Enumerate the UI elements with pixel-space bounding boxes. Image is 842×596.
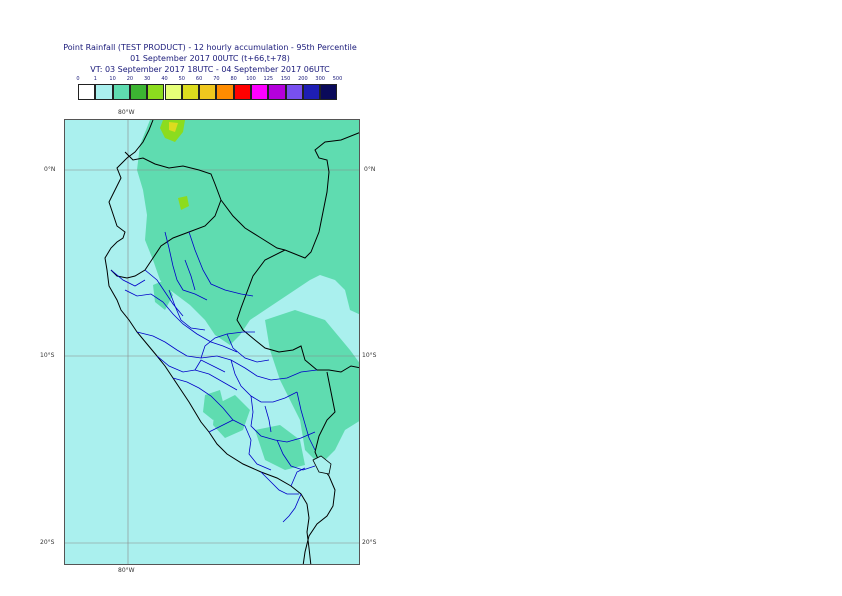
rainfall-map	[65, 120, 359, 564]
legend-tick-label: 1	[93, 76, 97, 82]
legend-color-swatch	[251, 84, 269, 100]
legend-tick-label: 200	[298, 76, 308, 82]
legend-tick-label: 80	[230, 76, 237, 82]
lat-label-0-left: 0°N	[44, 166, 56, 173]
lake-titicaca	[312, 455, 332, 475]
legend-color-swatch	[78, 84, 96, 100]
legend-color-swatch	[320, 84, 338, 100]
lon-label-top: 80°W	[118, 109, 135, 116]
lat-label-10s-right: 10°S	[362, 352, 377, 359]
extreme-rainfall-cell-north	[169, 122, 178, 132]
legend-tick-label: 300	[315, 76, 325, 82]
legend-tick-label: 100	[246, 76, 256, 82]
border-brazil-peru	[236, 249, 359, 373]
legend-color-swatch	[95, 84, 113, 100]
legend-color-swatch	[181, 84, 200, 100]
heavy-rainfall-cell-ecuador	[178, 196, 189, 210]
legend-color-swatch	[302, 84, 321, 100]
legend-tick-label: 150	[280, 76, 291, 82]
legend-tick-label: 30	[144, 76, 151, 82]
title-line-2: 01 September 2017 00UTC (t+66,t+78)	[130, 54, 290, 63]
title-line-3: VT: 03 September 2017 18UTC - 04 Septemb…	[90, 65, 330, 74]
legend-tick-label: 20	[126, 76, 134, 82]
legend-color-swatch	[216, 84, 234, 100]
legend-color-swatch	[112, 84, 130, 100]
legend-color-swatch	[285, 84, 303, 100]
legend-color-swatch	[129, 84, 148, 100]
legend-tick-label: 0	[76, 76, 80, 82]
legend-color-swatch	[147, 84, 165, 100]
legend-tick-label: 40	[161, 76, 168, 82]
legend-color-swatch	[164, 84, 182, 100]
lon-label-bottom: 80°W	[118, 567, 135, 574]
legend-tick-label: 10	[109, 76, 116, 82]
rainfall-patch-north-east	[320, 120, 359, 155]
rainfall-field-central-east	[265, 310, 359, 465]
legend-tick-label: 70	[213, 76, 220, 82]
legend-tick-label: 500	[332, 76, 343, 82]
legend-tick-label: 60	[195, 76, 203, 82]
legend-tick-label: 125	[263, 76, 274, 82]
rainfall-field-north	[137, 120, 359, 345]
title-line-1: Point Rainfall (TEST PRODUCT) - 12 hourl…	[63, 43, 357, 52]
border-colombia-peru-brazil	[220, 132, 359, 259]
legend-color-swatch	[268, 84, 286, 100]
lat-label-20s-right: 20°S	[362, 539, 377, 546]
border-peru-bolivia	[302, 371, 336, 564]
lat-label-10s-left: 10°S	[40, 352, 55, 359]
lat-label-20s-left: 20°S	[40, 539, 55, 546]
border-ecuador-peru	[110, 199, 222, 279]
legend-color-swatch	[199, 84, 217, 100]
map-panel	[64, 119, 360, 565]
legend-tick-label: 50	[178, 76, 185, 82]
rainfall-patch-south-3	[203, 390, 225, 420]
border-colombia-ecuador	[124, 151, 222, 201]
rainfall-patch-coast	[153, 280, 173, 310]
lat-label-0-right: 0°N	[364, 166, 376, 173]
legend-color-swatch	[233, 84, 251, 100]
regional-borders	[110, 231, 318, 523]
